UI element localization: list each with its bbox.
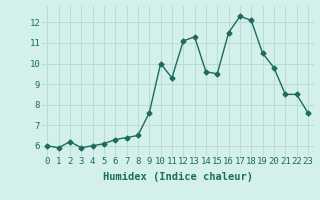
X-axis label: Humidex (Indice chaleur): Humidex (Indice chaleur) <box>103 172 252 182</box>
